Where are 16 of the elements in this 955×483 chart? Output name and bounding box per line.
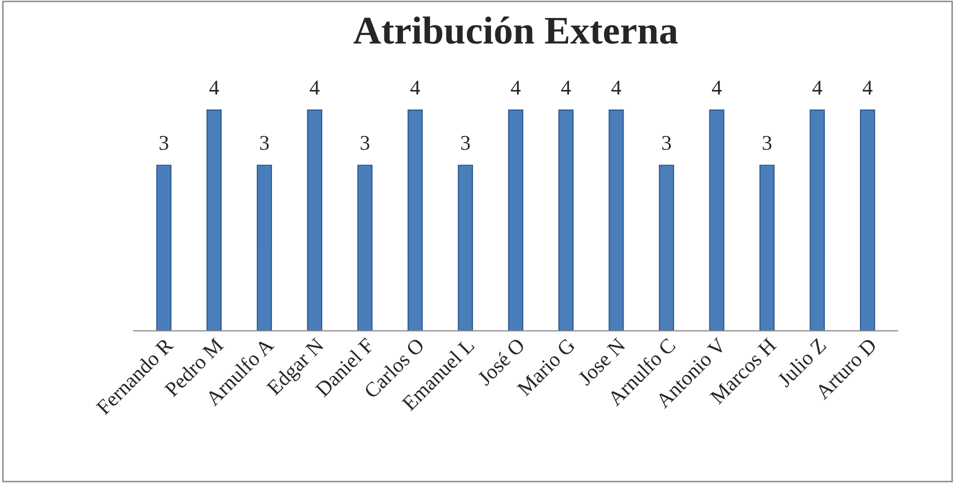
data-label: 4	[510, 80, 521, 95]
data-label: 3	[662, 136, 671, 150]
data-label: 3	[762, 136, 772, 150]
data-label: 4	[310, 80, 320, 95]
data-label: 3	[260, 136, 269, 150]
data-label: 4	[410, 80, 420, 95]
data-label: 3	[160, 136, 168, 150]
chart-title: Atribución Externa	[354, 16, 678, 44]
data-label: 4	[561, 80, 571, 95]
data-label: 3	[360, 136, 370, 150]
data-label: 3	[461, 136, 470, 150]
data-label: 4	[862, 80, 872, 95]
data-label: 4	[712, 80, 722, 95]
data-label: 4	[812, 80, 822, 95]
data-label: 4	[611, 80, 622, 95]
data-label: 4	[209, 80, 220, 95]
